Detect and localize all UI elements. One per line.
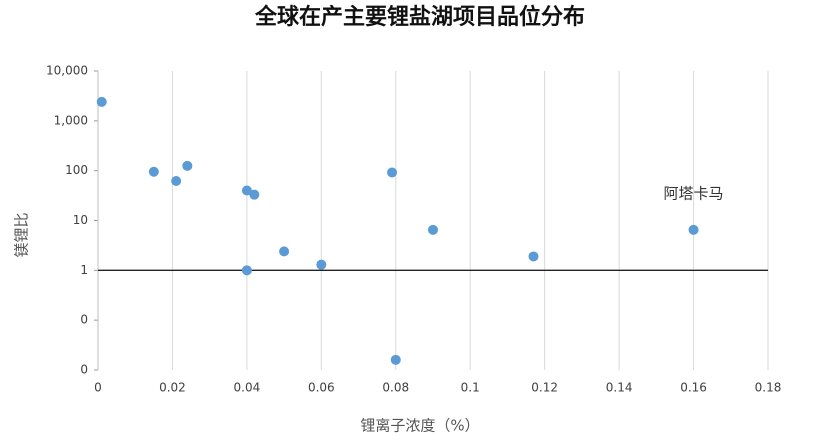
point: [241, 185, 252, 196]
x-tick-label: 0.1: [461, 381, 480, 395]
y-tick-label: 1: [80, 263, 88, 277]
y-tick-label: 1,000: [54, 113, 88, 127]
x-tick-label: 0.02: [159, 381, 186, 395]
x-axis-title: 锂离子浓度（%）: [360, 417, 479, 435]
annotation: 阿塔卡马: [664, 184, 724, 202]
x-tick-label: 0: [94, 381, 102, 395]
point: [528, 251, 539, 262]
point: [279, 246, 290, 257]
point: [390, 354, 401, 365]
point: [316, 259, 327, 270]
point: [96, 96, 107, 107]
x-tick-label: 0.04: [234, 381, 261, 395]
x-tick-label: 0.14: [606, 381, 633, 395]
point: [428, 224, 438, 235]
chart-title: 全球在产主要锂盐湖项目品位分布: [254, 4, 585, 30]
y-tick-label: 10,000: [46, 64, 88, 78]
point: [688, 224, 699, 235]
x-tick-label: 0.12: [531, 381, 558, 395]
point: [241, 265, 252, 276]
y-tick-label: 10: [73, 213, 88, 227]
y-tick-label: 0: [80, 363, 88, 377]
point: [171, 176, 182, 187]
point: [249, 189, 260, 200]
point: [182, 160, 193, 171]
x-tick-label: 0.06: [308, 381, 335, 395]
x-tick-label: 0.08: [382, 381, 409, 395]
point: [148, 166, 159, 177]
point: [387, 167, 398, 178]
y-axis-title: 镁锂比: [13, 212, 31, 257]
x-tick-label: 0.16: [680, 381, 707, 395]
y-tick-label: 0: [80, 313, 88, 327]
x-tick-label: 0.18: [755, 381, 782, 395]
y-tick-label: 100: [65, 163, 88, 177]
